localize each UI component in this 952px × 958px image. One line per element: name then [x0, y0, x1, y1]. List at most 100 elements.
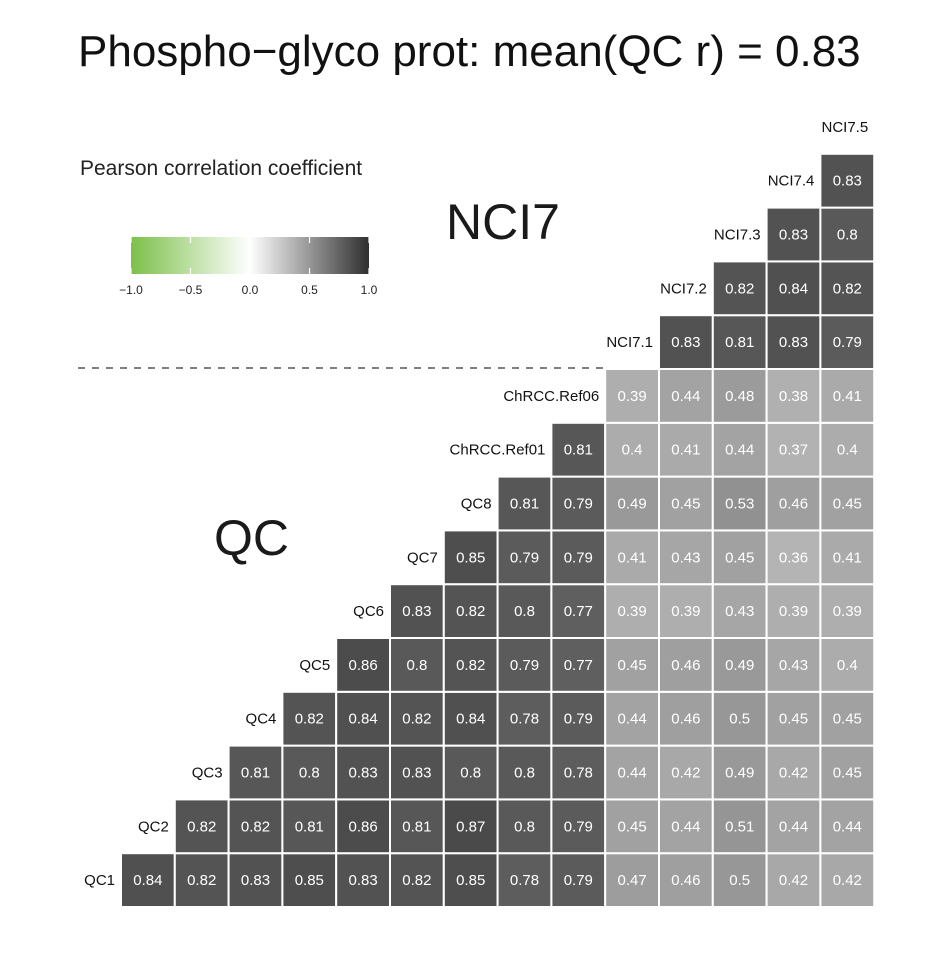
cell-value-label: 0.81 — [510, 496, 539, 513]
cell-value-label: 0.49 — [617, 496, 646, 513]
heatmap-cell — [711, 260, 768, 317]
cell-value-label: 0.84 — [133, 872, 162, 889]
cell-value-label: 0.83 — [671, 334, 700, 351]
cell-value-label: 0.42 — [833, 872, 862, 889]
cell-value-label: 0.44 — [617, 711, 646, 728]
cell-value-label: 0.45 — [833, 765, 862, 782]
cell-value-label: 0.83 — [402, 603, 431, 620]
row-label: QC2 — [138, 818, 169, 835]
heatmap-cell — [550, 852, 607, 909]
cell-value-label: 0.44 — [725, 442, 754, 459]
cell-value-label: 0.83 — [348, 872, 377, 889]
heatmap-cell — [281, 852, 338, 909]
cell-value-label: 0.79 — [564, 818, 593, 835]
cell-value-label: 0.8 — [514, 765, 535, 782]
cell-value-label: 0.82 — [187, 872, 216, 889]
legend-colorbar — [131, 237, 369, 274]
heatmap-cell — [658, 368, 714, 424]
legend-tick-label: 0.0 — [242, 283, 259, 297]
cell-value-label: 0.48 — [725, 388, 754, 405]
cell-value-label: 0.46 — [671, 872, 700, 889]
row-label: QC4 — [246, 711, 277, 728]
cell-value-label: 0.83 — [241, 872, 270, 889]
cell-value-label: 0.49 — [725, 657, 754, 674]
heatmap-cell — [819, 798, 876, 855]
cell-value-label: 0.82 — [241, 818, 270, 835]
cell-value-label: 0.45 — [779, 711, 808, 728]
cell-value-label: 0.84 — [348, 711, 377, 728]
cell-value-label: 0.41 — [833, 388, 862, 405]
heatmap-cell — [819, 690, 876, 747]
cell-value-label: 0.79 — [564, 872, 593, 889]
cell-value-label: 0.5 — [729, 872, 750, 889]
heatmap-cell — [819, 368, 876, 424]
heatmap-cell — [819, 314, 876, 371]
legend-ticks: −1.0 −0.5 0.0 0.5 1.0 — [119, 237, 378, 297]
cell-value-label: 0.42 — [671, 765, 700, 782]
legend-tick-label: −1.0 — [119, 283, 143, 297]
cell-value-label: 0.83 — [348, 765, 377, 782]
cell-value-label: 0.39 — [779, 603, 808, 620]
row-label: QC3 — [192, 765, 223, 782]
heatmap-cell — [120, 852, 176, 909]
row-label: QC8 — [461, 496, 492, 513]
heatmap-cell — [442, 744, 499, 801]
cell-value-label: 0.42 — [779, 872, 808, 889]
heatmap-cell — [604, 583, 661, 640]
legend: Pearson correlation coefficient −1.0 −0.5… — [80, 157, 378, 297]
cell-value-label: 0.41 — [833, 549, 862, 566]
heatmap-cell — [442, 852, 499, 909]
cell-value-label: 0.42 — [779, 765, 808, 782]
cell-value-label: 0.4 — [622, 442, 643, 459]
heatmap-cell — [496, 583, 553, 640]
cell-value-label: 0.45 — [617, 818, 646, 835]
cell-value-label: 0.79 — [564, 496, 593, 513]
cell-value-label: 0.39 — [617, 603, 646, 620]
cell-value-label: 0.44 — [779, 818, 808, 835]
cell-value-label: 0.85 — [456, 872, 485, 889]
cell-value-label: 0.78 — [510, 872, 539, 889]
cell-value-label: 0.47 — [617, 872, 646, 889]
heatmap-cell — [765, 260, 822, 317]
row-label: NCI7.3 — [714, 227, 761, 244]
cell-value-label: 0.45 — [617, 657, 646, 674]
cell-value-label: 0.86 — [348, 818, 377, 835]
cell-value-label: 0.82 — [725, 280, 754, 297]
row-labels: QC1 QC2 QC3 QC4 QC5 QC6 QC7 QC8 ChRCC.Ref01 ChRCC… — [84, 119, 868, 889]
cell-value-label: 0.5 — [729, 711, 750, 728]
heatmap-cell — [711, 314, 768, 371]
legend-tick-label: 0.5 — [301, 283, 318, 297]
heatmap-cell — [819, 475, 876, 532]
nci7-group-label: NCI7 — [446, 194, 560, 250]
cell-value-label: 0.53 — [725, 496, 754, 513]
cell-value-label: 0.78 — [564, 765, 593, 782]
heatmap-cell — [550, 798, 607, 855]
cell-value-label: 0.82 — [187, 818, 216, 835]
cell-value-label: 0.46 — [779, 496, 808, 513]
cell-value-label: 0.45 — [671, 496, 700, 513]
cell-value-label: 0.82 — [402, 872, 431, 889]
heatmap-cell — [765, 690, 822, 747]
heatmap-cell — [658, 421, 714, 478]
cell-value-label: 0.44 — [833, 818, 862, 835]
cell-value-label: 0.78 — [510, 711, 539, 728]
cell-value-label: 0.44 — [617, 765, 646, 782]
heatmap-cell — [550, 421, 607, 478]
cell-value-label: 0.44 — [671, 388, 700, 405]
row-label: QC1 — [84, 872, 115, 889]
chart-title: Phospho−glyco prot: mean(QC r) = 0.83 — [78, 27, 861, 76]
heatmap-cell — [496, 690, 553, 747]
cell-value-label: 0.79 — [510, 657, 539, 674]
cell-value-label: 0.4 — [837, 442, 858, 459]
heatmap-cell — [819, 529, 876, 586]
cell-value-label: 0.81 — [241, 765, 270, 782]
heatmap-cell — [711, 744, 768, 801]
heatmap-cell — [658, 314, 714, 371]
cell-value-label: 0.81 — [402, 818, 431, 835]
legend-tick-label: −0.5 — [179, 283, 203, 297]
heatmap-cell — [711, 798, 768, 855]
heatmap-cell — [765, 852, 822, 909]
heatmap-cell — [604, 529, 661, 586]
cell-value-label: 0.8 — [514, 603, 535, 620]
cell-value-label: 0.41 — [617, 549, 646, 566]
